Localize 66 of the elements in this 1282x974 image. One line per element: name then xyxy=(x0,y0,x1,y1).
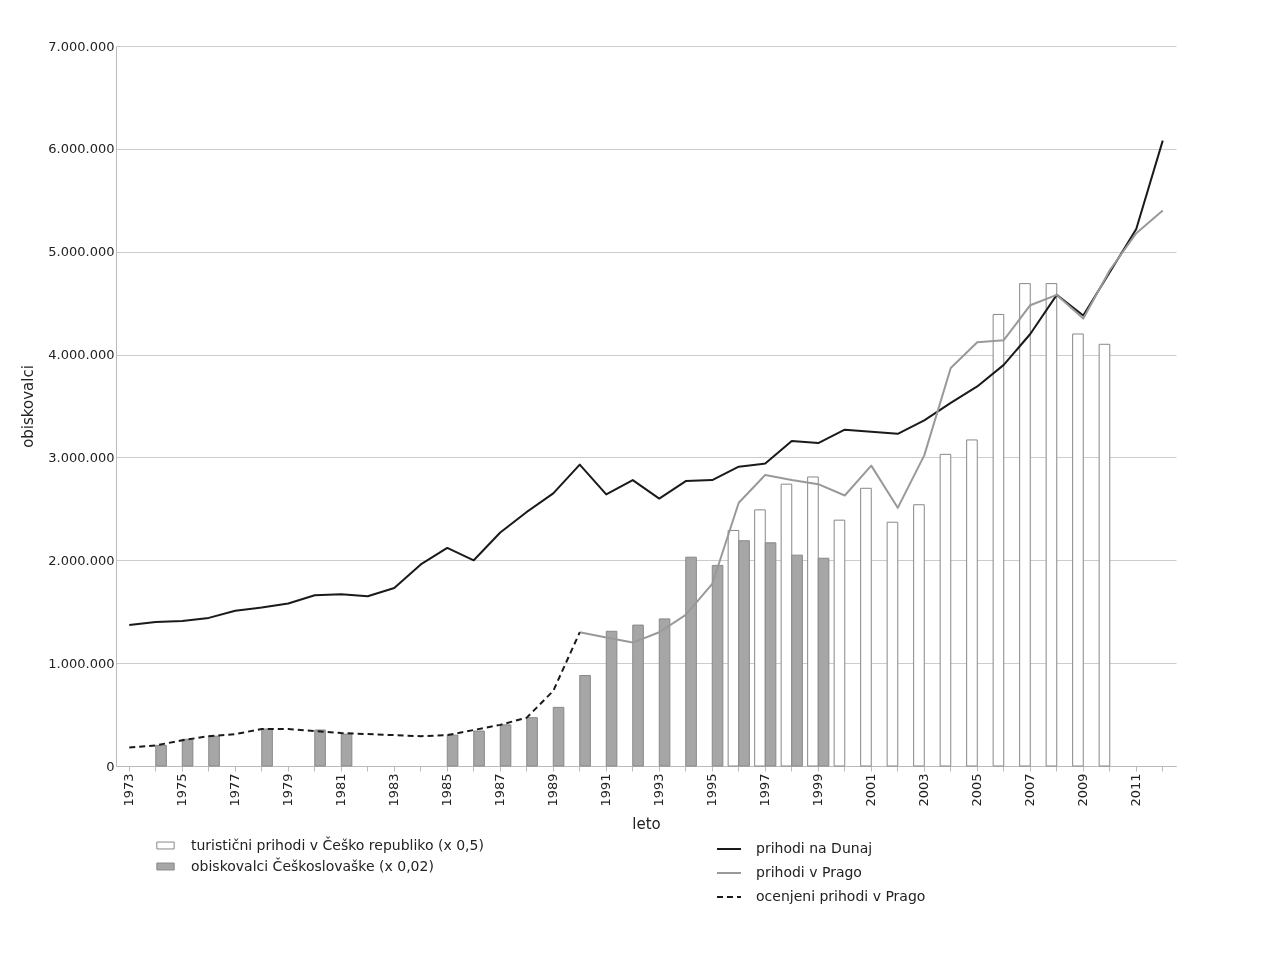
x-tick-label: 1995 xyxy=(704,773,720,807)
bar xyxy=(1098,343,1111,767)
bar xyxy=(992,313,1005,767)
bar xyxy=(473,730,485,767)
bar xyxy=(155,744,167,767)
x-tick-label: 1989 xyxy=(545,773,561,807)
y-tick-label: 4.000.000 xyxy=(48,347,115,363)
legend-label: ocenjeni prihodi v Prago xyxy=(756,888,926,904)
y-tick-label: 2.000.000 xyxy=(48,552,115,568)
y-tick-label: 3.000.000 xyxy=(48,449,115,465)
bar xyxy=(208,735,220,767)
x-tick-label: 1975 xyxy=(174,773,190,807)
y-tick-label: 6.000.000 xyxy=(48,141,115,157)
legend-label: obiskovalci Češkoslovaške (x 0,02) xyxy=(191,856,434,874)
x-tick-label: 1991 xyxy=(598,773,614,807)
x-axis-title: leto xyxy=(632,814,661,833)
line-series xyxy=(128,139,1164,627)
bar xyxy=(939,453,952,767)
y-axis-title: obiskovalci xyxy=(19,365,38,448)
x-tick-label: 1985 xyxy=(439,773,455,807)
y-tick-label: 0 xyxy=(106,758,115,774)
x-tick-label: 2005 xyxy=(969,773,985,807)
x-tick-label: 2009 xyxy=(1075,773,1091,807)
bar xyxy=(579,674,591,767)
bar xyxy=(1019,283,1031,767)
legend-label: prihodi v Prago xyxy=(756,864,862,880)
bar xyxy=(1072,333,1084,767)
bar xyxy=(605,630,618,767)
bar xyxy=(314,729,326,767)
x-tick-label: 2001 xyxy=(863,773,879,807)
x-tick-label: 1983 xyxy=(386,773,402,807)
legend-label: turistični prihodi v Češko republiko (x 0,5) xyxy=(191,835,484,853)
line-series xyxy=(128,631,581,749)
bar xyxy=(526,717,538,767)
bar xyxy=(499,724,512,767)
x-tick-label: 1997 xyxy=(757,773,773,807)
bar xyxy=(711,564,724,767)
bar xyxy=(860,487,872,767)
line-series xyxy=(578,209,1164,644)
x-tick-label: 1993 xyxy=(651,773,667,807)
x-tick-label: 1979 xyxy=(280,773,296,807)
x-tick-label: 1981 xyxy=(333,773,349,807)
bar xyxy=(261,728,273,767)
y-tick-label: 5.000.000 xyxy=(48,244,115,260)
x-tick-label: 2003 xyxy=(916,773,932,807)
y-tick-label: 1.000.000 xyxy=(48,655,115,671)
x-tick-label: 2011 xyxy=(1128,773,1144,807)
bar xyxy=(685,556,697,767)
bar xyxy=(181,738,194,767)
x-tick-label: 1977 xyxy=(227,773,243,807)
bar xyxy=(658,618,671,767)
y-tick-label: 7.000.000 xyxy=(48,38,115,54)
bar xyxy=(446,734,459,767)
bar xyxy=(833,519,846,767)
bar xyxy=(886,521,899,767)
bar xyxy=(966,439,978,767)
x-tick-label: 2007 xyxy=(1022,773,1038,807)
bar xyxy=(913,504,925,767)
bar xyxy=(552,706,565,767)
bar xyxy=(340,733,353,767)
legend-label: prihodi na Dunaj xyxy=(756,840,873,856)
bar xyxy=(632,624,644,767)
x-tick-label: 1987 xyxy=(492,773,508,807)
x-tick-label: 1973 xyxy=(121,773,137,807)
bar xyxy=(1045,283,1058,767)
x-tick-label: 1999 xyxy=(810,773,826,807)
